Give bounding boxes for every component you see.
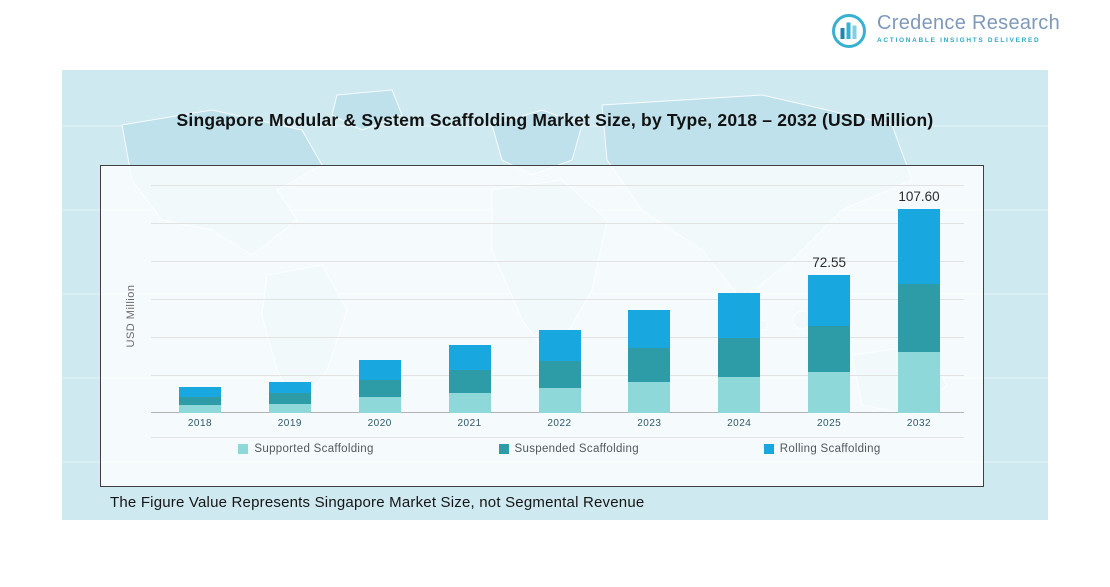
bar-2024 [715,288,763,413]
bar-segment-suspended-scaffolding [268,393,311,404]
bar-segment-suspended-scaffolding [538,360,581,389]
chart-title: Singapore Modular & System Scaffolding M… [176,110,934,130]
bar-2018 [176,382,224,413]
bar-segment-supported-scaffolding [448,392,491,413]
credence-research-logo: Credence Research Actionable Insights De… [830,12,1060,55]
gridline [151,261,964,262]
bar-2025: 72.55 [805,255,853,413]
bar-segment-rolling-scaffolding [179,387,221,397]
bar-segment-suspended-scaffolding [448,369,491,393]
bar-segment-suspended-scaffolding [808,326,851,372]
bar-segment-rolling-scaffolding [268,382,311,394]
bar-segment-suspended-scaffolding [358,379,401,397]
bar-segment-rolling-scaffolding [538,329,581,361]
bar-segment-supported-scaffolding [898,351,940,413]
legend-item-rolling-scaffolding: Rolling Scaffolding [763,443,881,455]
chart-hero: Singapore Modular & System Scaffolding M… [62,70,1048,520]
bar-2023 [625,305,673,413]
bar-segment-supported-scaffolding [628,382,671,413]
bar-segment-rolling-scaffolding [898,208,940,285]
legend-label: Rolling Scaffolding [779,443,881,455]
y-axis-label: USD Million [125,284,137,348]
x-axis-label: 2020 [367,418,392,429]
gridline [151,185,964,186]
brand-name: Credence Research [877,12,1060,34]
bar-segment-suspended-scaffolding [898,284,940,352]
bar-segment-rolling-scaffolding [628,310,671,349]
x-axis-label: 2032 [906,418,932,429]
bar-value-label: 107.60 [898,188,940,204]
legend-label: Suspended Scaffolding [514,443,639,455]
bar-2019 [266,377,314,413]
legend-item-suspended-scaffolding: Suspended Scaffolding [498,443,639,455]
plot-area: 72.55 107.60 [176,166,943,413]
x-axis-label: 2022 [547,418,572,429]
x-axis-label: 2025 [817,418,842,429]
bar-segment-supported-scaffolding [718,377,761,413]
legend-label: Supported Scaffolding [254,443,374,455]
bar-segment-rolling-scaffolding [718,293,761,338]
bar-chart-logo-icon [830,12,868,55]
bar-segment-supported-scaffolding [268,403,311,413]
bar-segment-suspended-scaffolding [179,396,221,406]
x-axis-label: 2019 [277,418,302,429]
gridline [151,299,964,300]
x-axis-label: 2023 [637,418,662,429]
bar-2022 [536,325,584,413]
figure-note: The Figure Value Represents Singapore Ma… [110,494,645,511]
legend-divider [151,437,964,438]
legend-swatch [238,444,249,454]
legend-item-supported-scaffolding: Supported Scaffolding [238,443,373,455]
chart-panel: USD Million 72.55 107.60 2018 2019 2020 2021… [100,165,984,487]
bar-segment-suspended-scaffolding [718,337,761,378]
x-axis-label: 2018 [187,418,213,429]
bar-segment-rolling-scaffolding [808,275,851,327]
bar-segment-supported-scaffolding [358,397,401,413]
bar-segment-supported-scaffolding [538,388,581,413]
legend-swatch [498,444,509,454]
legend-swatch [763,444,774,454]
x-axis-label: 2024 [727,418,752,429]
bar-segment-supported-scaffolding [179,405,221,413]
logo-text: Credence Research Actionable Insights De… [877,12,1060,44]
bar-2032: 107.60 [895,189,943,413]
bar-value-label: 72.55 [812,255,847,271]
legend: Supported Scaffolding Suspended Scaffoldi… [176,443,943,455]
bar-segment-supported-scaffolding [808,371,851,413]
gridline [151,223,964,224]
bar-segment-suspended-scaffolding [628,348,671,383]
bar-segment-rolling-scaffolding [358,359,401,380]
brand-tagline: Actionable Insights Delivered [877,37,1041,44]
bar-2021 [446,340,494,413]
bar-2020 [356,355,404,413]
x-axis-label: 2021 [457,418,482,429]
bar-segment-rolling-scaffolding [448,344,491,370]
x-axis-labels: 2018 2019 2020 2021 2022 2023 2024 2025 2032 [176,418,943,429]
